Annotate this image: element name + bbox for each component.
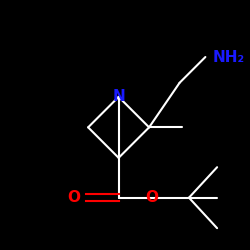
Text: O: O xyxy=(145,190,158,205)
Text: N: N xyxy=(112,89,125,104)
Text: O: O xyxy=(67,190,80,205)
Text: NH₂: NH₂ xyxy=(212,50,244,64)
